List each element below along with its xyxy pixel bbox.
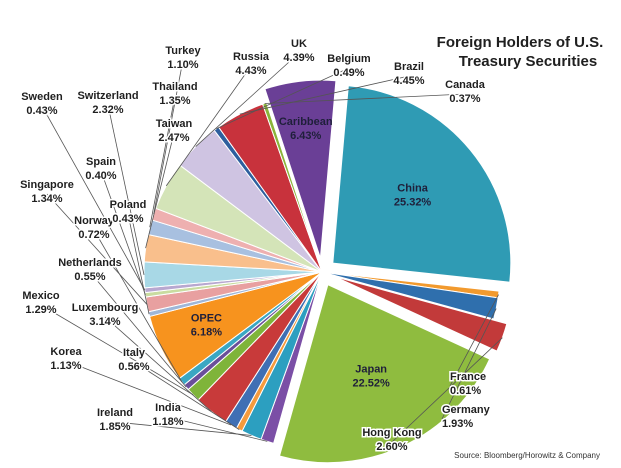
slice-value-caribbean: 6.43% <box>290 130 321 142</box>
leader-line-switzerland <box>107 104 145 275</box>
slice-value-norway: 0.72% <box>78 229 109 241</box>
slice-value-sweden: 0.43% <box>26 105 57 117</box>
slice-value-spain: 0.40% <box>85 170 116 182</box>
slice-label-germany: Germany <box>442 404 491 416</box>
slice-value-italy: 0.56% <box>118 361 149 373</box>
leader-line-russia <box>165 65 252 187</box>
slice-value-india: 1.18% <box>152 416 183 428</box>
slice-value-belgium: 0.49% <box>333 67 364 79</box>
leader-line-ireland <box>114 421 252 436</box>
leader-line-luxembourg <box>104 316 212 412</box>
slice-label-singapore: Singapore <box>20 179 74 191</box>
leader-line-norway <box>93 229 183 382</box>
slice-label-norway: Norway <box>74 215 115 227</box>
slice-value-russia: 4.43% <box>235 65 266 77</box>
slice-value-germany: 1.93% <box>442 418 473 430</box>
slice-value-switzerland: 2.32% <box>92 104 123 116</box>
leader-line-sweden <box>41 105 146 291</box>
slice-label-belgium: Belgium <box>327 53 371 65</box>
pie-slices <box>143 79 512 464</box>
leader-line-korea <box>65 360 232 426</box>
leader-lines <box>40 52 503 443</box>
pie-slice-japan <box>278 284 491 464</box>
slice-label-mexico: Mexico <box>22 290 60 302</box>
slice-label-ireland: Ireland <box>97 407 133 419</box>
leader-line-canada <box>264 93 466 104</box>
slice-label-canada: Canada <box>445 79 486 91</box>
slice-label-caribbean: Caribbean <box>279 116 333 128</box>
leader-line-thailand <box>149 95 176 228</box>
leader-line-hong-kong <box>391 337 503 443</box>
slice-value-japan: 22.52% <box>352 377 390 389</box>
slice-label-italy: Italy <box>123 347 146 359</box>
slice-value-china: 25.32% <box>394 197 432 209</box>
leader-line-italy <box>133 361 240 430</box>
slice-label-opec: OPEC <box>191 312 222 324</box>
pie-slice-germany <box>321 271 499 320</box>
leader-line-poland <box>127 213 150 315</box>
slice-value-hong-kong: 2.60% <box>376 441 407 453</box>
leader-line-mexico <box>40 304 194 396</box>
leader-line-netherlands <box>89 271 187 388</box>
slice-label-france: France <box>450 371 486 383</box>
leader-line-germany <box>441 308 497 420</box>
slice-label-switzerland: Switzerland <box>77 90 138 102</box>
chart-title-line-2: Treasury Securities <box>459 53 597 70</box>
pie-slice-caribbean <box>264 79 337 259</box>
slice-label-spain: Spain <box>86 156 116 168</box>
slice-value-korea: 1.13% <box>50 360 81 372</box>
slice-value-uk: 4.39% <box>283 52 314 64</box>
leader-line-turkey <box>153 59 184 215</box>
slice-value-luxembourg: 3.14% <box>89 316 120 328</box>
slice-value-opec: 6.18% <box>191 326 222 338</box>
chart-title-line-1: Foreign Holders of U.S. <box>437 34 604 51</box>
slice-value-brazil: 4.45% <box>393 75 424 87</box>
leader-line-singapore <box>46 193 148 305</box>
slice-value-netherlands: 0.55% <box>74 271 105 283</box>
slice-label-netherlands: Netherlands <box>58 257 122 269</box>
leader-line-brazil <box>239 75 410 115</box>
slice-label-korea: Korea <box>50 346 82 358</box>
slice-value-thailand: 1.35% <box>159 95 190 107</box>
slice-label-poland: Poland <box>110 199 147 211</box>
slice-label-uk: UK <box>291 38 307 50</box>
pie-slice-china <box>332 85 512 283</box>
leader-line-taiwan <box>145 132 175 249</box>
leader-line-france <box>449 294 499 387</box>
slice-label-russia: Russia <box>233 51 270 63</box>
slice-label-china: China <box>397 183 428 195</box>
slice-value-mexico: 1.29% <box>25 304 56 316</box>
slice-value-canada: 0.37% <box>449 93 480 105</box>
slice-value-poland: 0.43% <box>112 213 143 225</box>
leader-line-india <box>167 416 268 442</box>
leader-line-belgium <box>216 67 350 130</box>
slice-value-france: 0.61% <box>450 385 481 397</box>
slice-value-taiwan: 2.47% <box>158 132 189 144</box>
leader-line-uk <box>195 52 300 147</box>
slice-label-brazil: Brazil <box>394 61 424 73</box>
leader-line-spain <box>100 170 146 295</box>
slice-label-sweden: Sweden <box>21 91 63 103</box>
slice-value-singapore: 1.34% <box>31 193 62 205</box>
source-note: Source: Bloomberg/Horowitz & Company <box>454 451 600 460</box>
slice-value-turkey: 1.10% <box>167 59 198 71</box>
slice-label-japan: Japan <box>355 363 387 375</box>
slice-label-taiwan: Taiwan <box>156 118 193 130</box>
slice-value-ireland: 1.85% <box>99 421 130 433</box>
slice-label-turkey: Turkey <box>165 45 201 57</box>
slice-label-hong-kong: Hong Kong <box>362 427 421 439</box>
slice-label-thailand: Thailand <box>152 81 197 93</box>
chart-title: Foreign Holders of U.S. Treasury Securit… <box>437 34 604 70</box>
slice-label-luxembourg: Luxembourg <box>72 302 139 314</box>
slice-label-india: India <box>155 402 182 414</box>
slice-labels: China 25.32% France 0.61% Germany 1.93% Hong K… <box>19 37 492 455</box>
